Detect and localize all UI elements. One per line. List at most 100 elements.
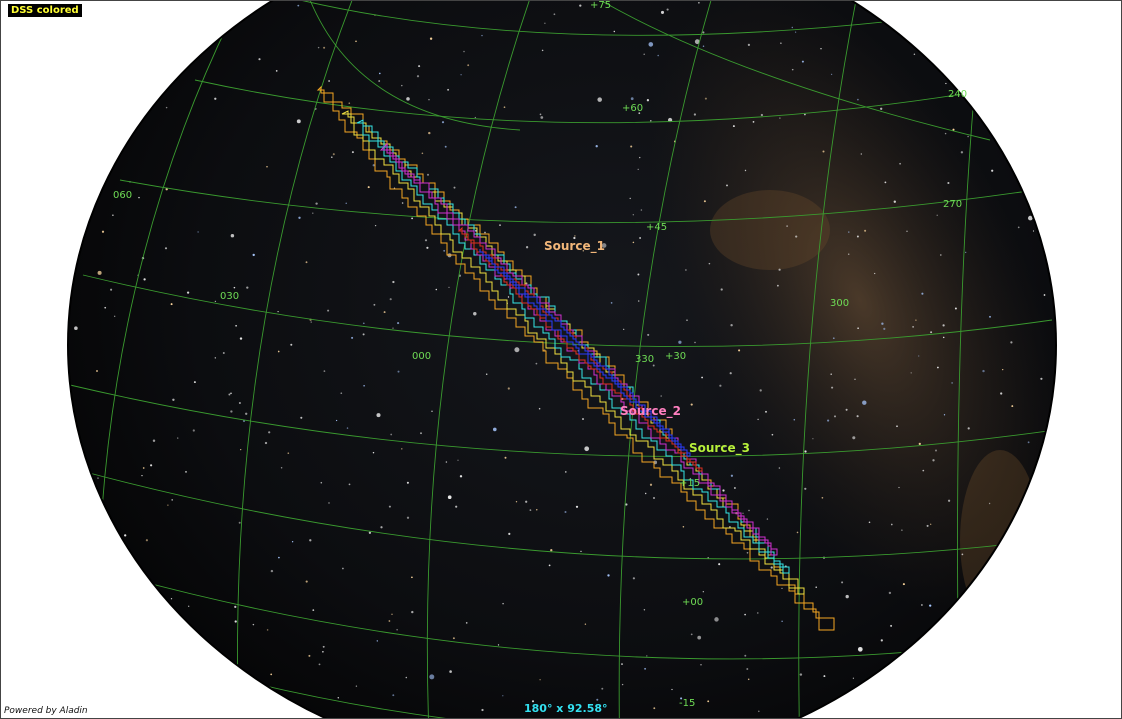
star	[222, 352, 225, 354]
star	[794, 31, 797, 33]
star	[883, 327, 886, 330]
ra-label: 330	[635, 354, 654, 365]
star	[72, 513, 77, 518]
star	[781, 620, 783, 623]
star	[1049, 40, 1053, 43]
star	[913, 53, 916, 56]
star	[481, 34, 483, 37]
star	[989, 315, 991, 318]
source-label[interactable]: Source_2	[620, 404, 681, 419]
star	[757, 612, 759, 614]
star	[1050, 646, 1053, 649]
declination-line	[77, 469, 1046, 560]
star	[732, 125, 735, 128]
star	[967, 135, 969, 138]
star	[698, 1, 700, 4]
star	[630, 97, 634, 101]
star	[632, 214, 634, 216]
star	[300, 416, 303, 419]
star	[443, 249, 446, 252]
dec-label: +15	[679, 478, 700, 489]
star	[305, 580, 308, 583]
star	[667, 117, 673, 123]
star	[544, 22, 546, 24]
star	[686, 319, 688, 321]
star	[723, 446, 726, 448]
star	[178, 713, 180, 715]
star	[305, 261, 308, 264]
star	[649, 483, 653, 486]
star	[1008, 668, 1012, 671]
star	[323, 46, 326, 49]
star	[167, 504, 169, 506]
powered-by-link[interactable]: Powered by Aladin	[4, 706, 88, 717]
star	[533, 233, 536, 237]
source-label[interactable]: Source_1	[544, 239, 605, 254]
star	[287, 452, 290, 455]
star	[142, 467, 145, 469]
star	[539, 113, 542, 116]
star	[935, 449, 937, 452]
star	[791, 26, 794, 29]
star	[632, 577, 636, 580]
star	[726, 184, 728, 187]
star	[185, 471, 187, 473]
star	[574, 235, 576, 237]
star	[143, 278, 146, 281]
survey-name-label[interactable]: DSS colored	[8, 4, 82, 17]
star	[1043, 294, 1046, 296]
star	[929, 604, 932, 607]
star	[124, 534, 127, 537]
source-label[interactable]: Source_3	[689, 441, 750, 456]
star	[991, 169, 994, 172]
star	[296, 119, 301, 124]
ra-label: 300	[830, 298, 849, 309]
star	[820, 48, 822, 50]
probability-contour	[479, 249, 691, 457]
star	[328, 80, 330, 82]
star	[82, 159, 85, 162]
star	[601, 243, 607, 248]
star	[780, 42, 782, 45]
star	[660, 395, 663, 397]
star	[595, 145, 598, 148]
star	[418, 65, 421, 68]
star	[898, 486, 900, 489]
star	[177, 437, 179, 439]
star	[110, 288, 113, 291]
star	[945, 82, 947, 85]
star	[960, 151, 964, 154]
ra-label: 240	[948, 89, 967, 100]
star	[991, 84, 994, 88]
star	[937, 366, 939, 369]
star	[1011, 405, 1014, 408]
star	[502, 602, 504, 605]
star	[401, 84, 403, 87]
star	[351, 336, 354, 339]
star	[550, 549, 553, 552]
star	[332, 153, 335, 156]
star	[132, 100, 135, 103]
star	[943, 414, 946, 416]
star	[781, 587, 783, 590]
star	[830, 73, 833, 76]
star	[481, 708, 484, 712]
star	[142, 573, 144, 575]
star	[921, 292, 924, 295]
star	[890, 523, 893, 526]
star	[441, 121, 445, 124]
star	[791, 68, 794, 71]
localization-contours[interactable]	[316, 85, 835, 631]
star	[317, 46, 320, 49]
ra-label: 270	[943, 199, 962, 210]
star	[228, 393, 231, 396]
star	[150, 705, 153, 708]
star	[862, 400, 867, 405]
star	[1027, 441, 1030, 444]
star	[888, 591, 892, 595]
star	[388, 620, 391, 622]
star	[714, 617, 719, 622]
star	[224, 659, 227, 663]
